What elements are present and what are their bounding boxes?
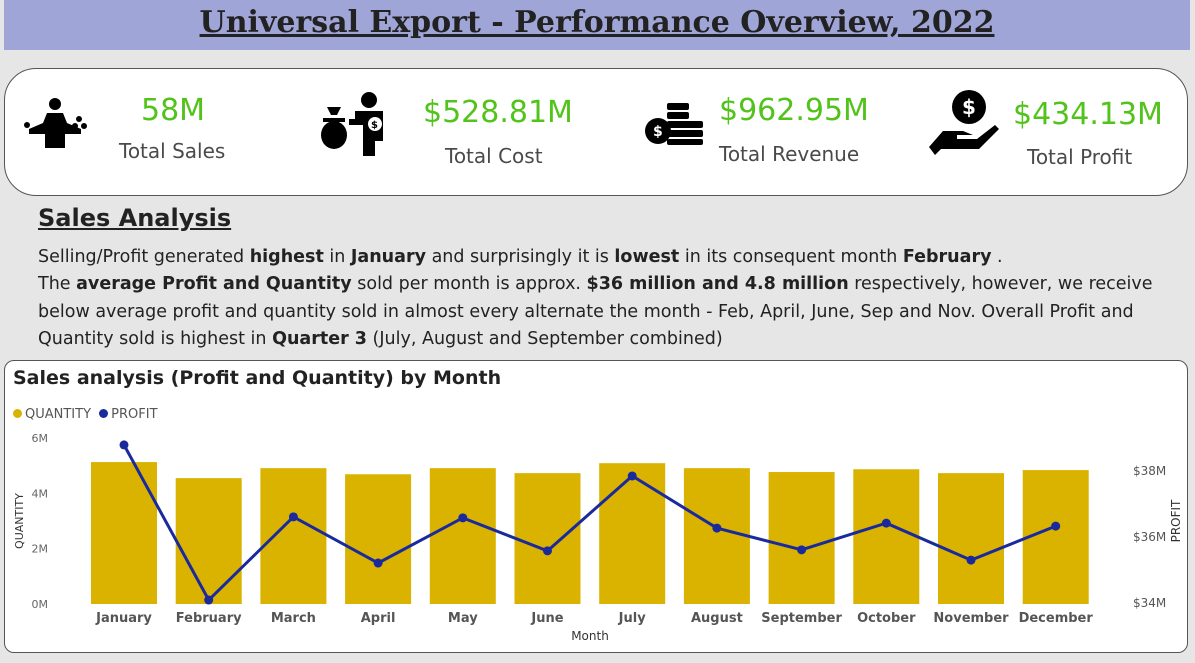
x-tick-label: July [618, 611, 647, 626]
person-money-bag-icon: $ [321, 92, 383, 156]
x-tick-label: April [361, 611, 396, 626]
x-tick-label: August [691, 611, 743, 626]
analysis-text: and surprisingly it is [426, 247, 615, 267]
y-axis-title: QUANTITY [13, 493, 26, 549]
kpi-total-revenue: $ $962.95M Total Revenue [625, 69, 915, 195]
x-tick-label: March [271, 611, 316, 626]
analysis-highlight: $36 million and 4.8 million [586, 274, 849, 295]
analysis-text: in [323, 247, 351, 267]
x-tick-label: February [176, 611, 242, 626]
sales-analysis-text: Selling/Profit generated highest in Janu… [38, 244, 1188, 353]
legend-profit[interactable]: PROFIT [111, 407, 158, 422]
y2-axis-title: PROFIT [1169, 499, 1183, 542]
profit-point [627, 471, 637, 481]
svg-text:$: $ [371, 120, 378, 131]
x-axis-title: Month [571, 629, 609, 643]
analysis-text: in its consequent month [679, 247, 903, 267]
person-balancing-items-icon [24, 98, 87, 148]
x-tick-label: December [1019, 611, 1094, 626]
quantity-bar [853, 469, 920, 604]
hand-holding-dollar-icon: $ [929, 90, 999, 155]
profit-point [881, 518, 891, 528]
quantity-bar [683, 468, 750, 604]
quantity-bar [91, 462, 157, 604]
sales-analysis-heading: Sales Analysis [38, 204, 232, 232]
kpi-label: Total Cost [445, 144, 543, 168]
x-tick-label: November [933, 611, 1009, 626]
page-title: Universal Export - Performance Overview,… [199, 5, 995, 40]
profit-point [373, 558, 383, 568]
legend-quantity-marker [13, 409, 22, 418]
y2-tick-label: $36M [1133, 530, 1166, 544]
title-bar: Universal Export - Performance Overview,… [4, 0, 1190, 50]
profit-point [204, 595, 214, 605]
analysis-paragraph: The average Profit and Quantity sold per… [38, 271, 1188, 353]
analysis-highlight: Quarter 3 [272, 328, 367, 349]
quantity-bar [175, 478, 242, 604]
kpi-card: 58M Total Sales $ $528.81M Total Cost $ … [4, 68, 1188, 196]
analysis-text: The [38, 274, 77, 295]
coins-stack-icon: $ [645, 103, 703, 145]
quantity-bar [514, 473, 581, 604]
analysis-text: sold per month is approx. [351, 274, 587, 295]
profit-point [458, 513, 468, 523]
analysis-highlight: average Profit and Quantity [76, 274, 352, 295]
kpi-label: Total Sales [119, 139, 226, 163]
profit-point [966, 555, 976, 565]
quantity-bar [768, 472, 835, 604]
profit-line [122, 444, 1057, 603]
quantity-bar [938, 473, 1004, 604]
kpi-value: 58M [141, 93, 206, 128]
profit-point [119, 440, 129, 450]
profit-point [797, 545, 807, 555]
kpi-total-profit: $ $434.13M Total Profit [915, 69, 1187, 195]
y-tick-label: 4M [32, 487, 49, 500]
quantity-bar [260, 468, 327, 604]
kpi-value: $528.81M [423, 95, 573, 130]
analysis-text: . [991, 247, 1003, 267]
profit-point [1051, 521, 1061, 531]
chart-title: Sales analysis (Profit and Quantity) by … [13, 367, 502, 389]
quantity-bar [1022, 470, 1089, 604]
profit-point [712, 523, 722, 533]
profit-point [543, 546, 552, 556]
y2-tick-label: $38M [1133, 464, 1166, 478]
kpi-label: Total Revenue [719, 142, 860, 166]
analysis-highlight: lowest [614, 247, 680, 267]
kpi-value: $962.95M [719, 93, 869, 128]
y-tick-label: 6M [32, 432, 49, 445]
kpi-total-sales: 58M Total Sales [5, 69, 295, 195]
legend-profit-marker [99, 409, 109, 418]
y-tick-label: 2M [32, 543, 49, 556]
x-tick-label: September [761, 611, 842, 626]
analysis-text: Selling/Profit generated [38, 247, 250, 267]
quantity-bar [599, 463, 666, 604]
quantity-bar [429, 468, 496, 604]
analysis-paragraph: Selling/Profit generated highest in Janu… [38, 244, 1188, 271]
analysis-highlight: highest [249, 247, 324, 267]
x-tick-label: October [857, 611, 916, 626]
kpi-label: Total Profit [1027, 145, 1133, 169]
kpi-total-cost: $ $528.81M Total Cost [305, 69, 595, 195]
y-tick-label: 0M [32, 598, 49, 611]
x-tick-label: May [448, 611, 478, 626]
svg-text:$: $ [962, 95, 976, 119]
y2-tick-label: $34M [1133, 596, 1166, 610]
analysis-text: respectively, however, we receive below … [38, 274, 1153, 349]
chart-legend: QUANTITY PROFIT [13, 407, 158, 422]
legend-quantity[interactable]: QUANTITY [25, 407, 92, 422]
analysis-highlight: January [350, 247, 426, 267]
analysis-highlight: February [902, 247, 992, 267]
svg-text:$: $ [653, 124, 663, 140]
x-tick-label: June [530, 611, 563, 626]
quantity-bar [345, 474, 412, 604]
x-tick-label: January [95, 611, 152, 626]
analysis-text: (July, August and September combined) [366, 328, 723, 349]
kpi-value: $434.13M [1013, 97, 1163, 132]
profit-point [288, 512, 298, 522]
